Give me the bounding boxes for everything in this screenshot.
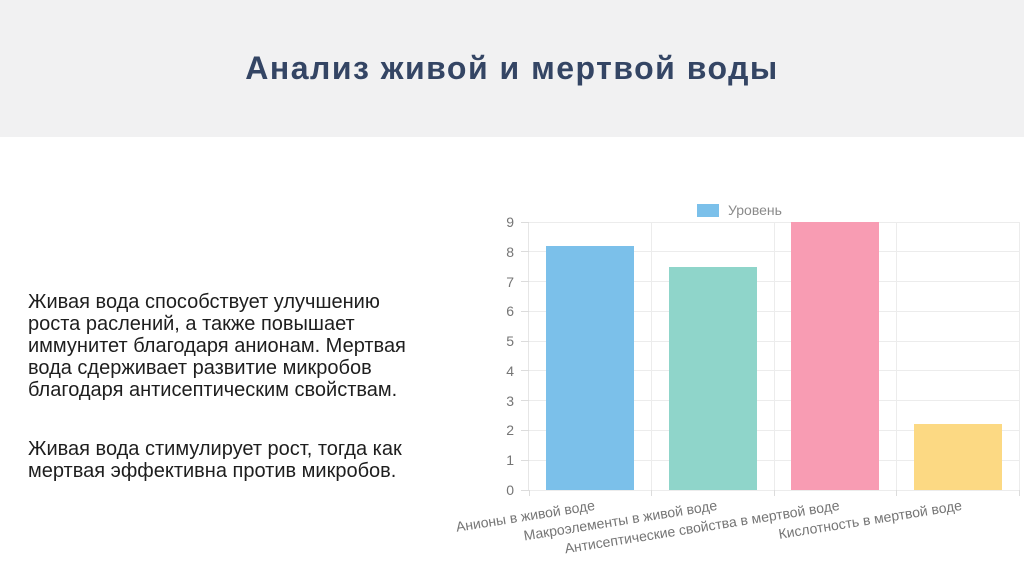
y-tick-label: 0 <box>506 482 514 498</box>
y-tick-mark <box>521 429 529 431</box>
x-tick-mark <box>896 490 897 496</box>
y-tick-label: 7 <box>506 273 514 290</box>
slide-title: Анализ живой и мертвой воды <box>245 50 779 86</box>
y-tick-mark <box>521 459 529 461</box>
y-tick-mark <box>521 370 529 372</box>
gridline-horizontal <box>529 340 1019 342</box>
chart-plot <box>521 221 1020 496</box>
gridline-vertical <box>896 222 897 490</box>
chart-legend: Уровень <box>697 202 782 218</box>
x-tick-mark <box>651 490 652 496</box>
gridline-horizontal <box>529 429 1019 431</box>
x-category-label: Анионы в живой воде <box>454 497 596 535</box>
legend-swatch <box>697 203 719 217</box>
legend-label: Уровень <box>728 202 782 218</box>
y-tick-label: 9 <box>506 214 514 230</box>
y-tick-label: 5 <box>506 333 514 350</box>
gridline-horizontal <box>529 281 1019 283</box>
x-tick-mark <box>528 490 530 496</box>
x-tick-mark <box>1018 490 1020 496</box>
slide-header: Анализ живой и мертвой воды <box>0 0 1024 137</box>
gridline-horizontal <box>529 251 1019 253</box>
y-tick-label: 4 <box>506 362 514 379</box>
y-tick-label: 1 <box>506 452 514 469</box>
y-tick-label: 8 <box>506 243 514 260</box>
y-tick-mark <box>521 340 529 342</box>
gridline-vertical <box>773 222 775 490</box>
y-tick-label: 6 <box>506 303 514 320</box>
x-category-label: Антисептические свойства в мертвой воде <box>563 497 841 557</box>
chart-bar <box>913 424 1002 490</box>
x-tick-mark <box>773 490 775 496</box>
y-tick-mark <box>521 400 529 402</box>
gridline-horizontal <box>529 221 1019 223</box>
y-tick-mark <box>521 310 529 312</box>
x-category-label: Макроэлементы в живой воде <box>522 497 719 544</box>
gridline-horizontal <box>529 310 1019 312</box>
y-tick-mark <box>521 221 529 223</box>
chart-bar <box>546 246 635 490</box>
body-text-block: Живая вода способствует улучшению роста … <box>28 291 448 482</box>
y-tick-mark <box>521 281 529 283</box>
chart-y-axis: 0 1 2 3 4 5 6 7 8 9 <box>470 215 518 497</box>
y-tick-mark <box>521 251 529 253</box>
paragraph-summary: Живая вода стимулирует рост, тогда как м… <box>28 438 402 482</box>
gridline-horizontal <box>529 400 1019 402</box>
paragraph-living-dead-water: Живая вода способствует улучшению роста … <box>28 291 406 401</box>
gridline-horizontal <box>529 459 1019 461</box>
gridline-vertical <box>1018 222 1020 490</box>
chart-bar <box>668 267 757 490</box>
gridline-vertical <box>651 222 652 490</box>
y-tick-mark <box>521 489 529 491</box>
y-tick-label: 3 <box>506 392 514 409</box>
chart-bar <box>791 222 880 490</box>
gridline-horizontal <box>529 489 1019 491</box>
gridline-horizontal <box>529 370 1019 372</box>
y-tick-label: 2 <box>506 422 514 439</box>
x-category-label: Кислотность в мертвой воде <box>777 497 964 542</box>
